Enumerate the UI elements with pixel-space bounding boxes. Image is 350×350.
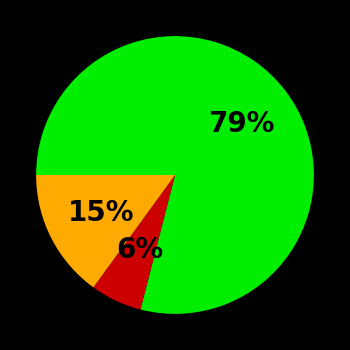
- Text: 15%: 15%: [68, 199, 134, 227]
- Text: 79%: 79%: [208, 110, 274, 138]
- Wedge shape: [93, 175, 175, 309]
- Wedge shape: [36, 36, 314, 314]
- Wedge shape: [36, 175, 175, 287]
- Text: 6%: 6%: [116, 236, 163, 264]
